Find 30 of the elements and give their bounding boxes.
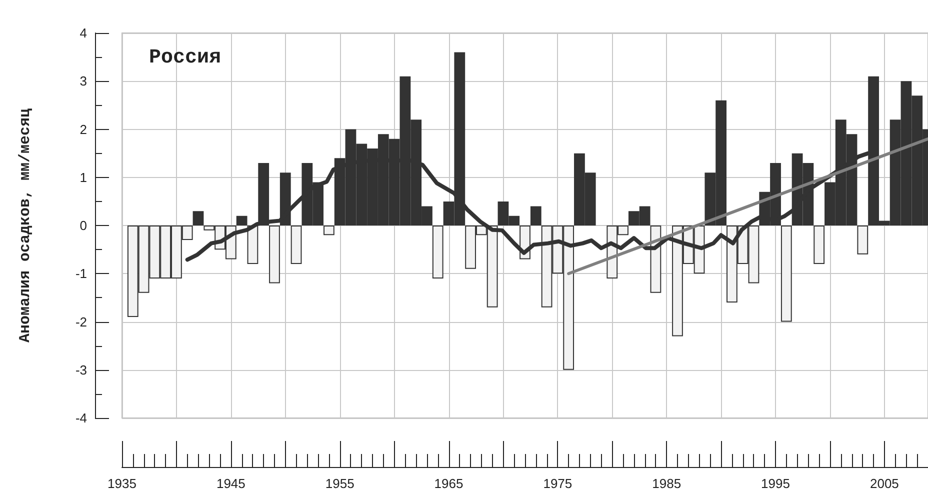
x-tick-label: 1995 — [761, 476, 790, 491]
y-tick-label: 0 — [80, 218, 87, 233]
bar — [432, 226, 444, 278]
bar — [236, 216, 248, 226]
x-tick-label: 2005 — [870, 476, 899, 491]
y-axis-title: Аномалия осадков, мм/месяц — [17, 108, 34, 343]
x-tick-label: 1955 — [325, 476, 354, 491]
y-tick-label: 4 — [80, 26, 87, 40]
bar — [324, 226, 334, 236]
bar — [258, 162, 270, 226]
x-tick-label: 1965 — [434, 476, 464, 491]
bar — [192, 211, 204, 226]
y-tick-label: 3 — [80, 74, 87, 89]
bar — [814, 226, 825, 264]
y-tick-label: 2 — [80, 122, 87, 137]
y-tick-label: -4 — [75, 410, 87, 426]
bar — [857, 226, 868, 254]
y-tick-label: -1 — [75, 266, 87, 282]
bar — [280, 172, 291, 226]
y-tick-label: -2 — [75, 314, 87, 330]
bar — [780, 226, 792, 322]
x-tick-label: 1935 — [108, 476, 136, 491]
bar — [530, 206, 542, 226]
bar — [290, 226, 302, 264]
x-tick-label: 1985 — [652, 476, 682, 491]
y-tick-label: -3 — [75, 362, 87, 378]
x-tick-label: 1975 — [543, 476, 572, 491]
text: Россия — [149, 46, 222, 70]
y-tick-label: 1 — [80, 170, 87, 185]
x-tick-label: 1945 — [216, 476, 246, 491]
